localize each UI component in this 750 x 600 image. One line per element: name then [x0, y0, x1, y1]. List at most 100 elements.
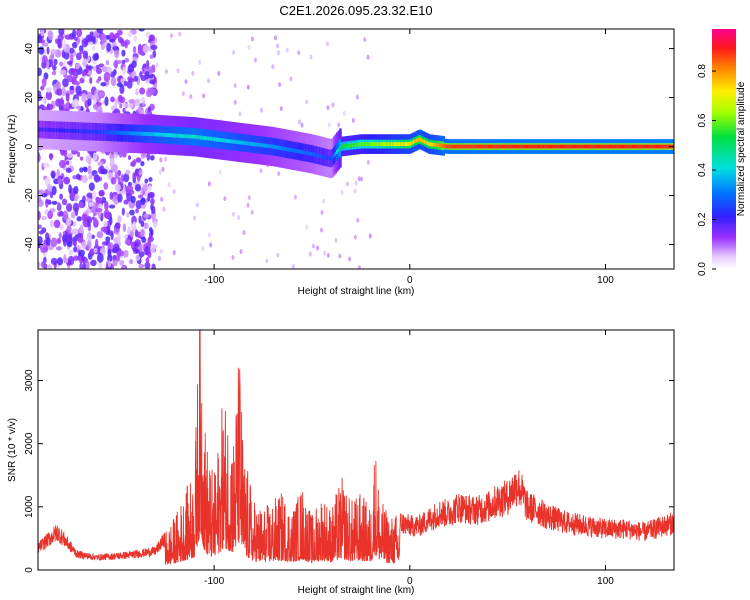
- band-cell: [340, 144, 344, 149]
- noise-blob: [123, 199, 129, 205]
- noise-blob: [271, 64, 275, 70]
- band-cell: [404, 142, 408, 147]
- noise-blob: [127, 155, 132, 161]
- noise-blob: [233, 83, 237, 89]
- noise-blob: [132, 158, 137, 165]
- noise-blob: [38, 210, 41, 221]
- band-cell: [522, 144, 525, 149]
- noise-blob: [260, 107, 264, 113]
- noise-blob: [86, 91, 93, 101]
- noise-blob: [108, 204, 116, 209]
- band-cell: [166, 133, 170, 138]
- y-tick-label: -20: [24, 188, 35, 203]
- noise-blob: [104, 96, 109, 107]
- band-cell: [91, 129, 95, 134]
- noise-blob: [291, 264, 295, 269]
- band-cell: [423, 139, 427, 144]
- band-cell: [456, 144, 460, 149]
- noise-blob: [38, 35, 43, 44]
- band-cell: [264, 143, 267, 148]
- noise-blob: [94, 238, 99, 249]
- noise-blob: [81, 213, 88, 222]
- noise-blob: [140, 229, 145, 237]
- noise-blob: [360, 176, 364, 182]
- noise-blob: [345, 181, 349, 187]
- noise-blob: [144, 261, 151, 269]
- band-cell: [193, 134, 197, 139]
- noise-blob: [79, 156, 84, 161]
- noise-blob: [139, 71, 143, 78]
- noise-blob: [51, 200, 58, 206]
- band-cell: [420, 138, 424, 143]
- noise-blob: [55, 246, 63, 251]
- noise-blob: [147, 239, 152, 248]
- band-cell: [312, 152, 316, 157]
- band-cell: [118, 130, 122, 135]
- band-cell: [382, 142, 386, 147]
- noise-blob: [57, 201, 61, 210]
- noise-blob: [147, 66, 153, 75]
- noise-blob: [90, 234, 95, 240]
- band-cell: [181, 134, 184, 138]
- noise-blob: [53, 58, 58, 66]
- band-cell: [94, 129, 98, 134]
- band-cell: [553, 144, 557, 149]
- band-cell: [109, 130, 112, 135]
- band-cell: [660, 144, 663, 149]
- band-cell: [334, 151, 338, 156]
- noise-blob: [38, 105, 42, 110]
- noise-blob: [41, 77, 47, 88]
- band-cell: [365, 142, 369, 147]
- band-cell: [300, 149, 303, 154]
- band-cell: [87, 129, 90, 134]
- noise-blob: [101, 65, 107, 73]
- band-cell: [644, 144, 648, 149]
- band-cell: [400, 142, 403, 147]
- band-cell: [429, 142, 433, 147]
- noise-blob: [147, 106, 151, 113]
- band-cell: [436, 143, 439, 148]
- noise-blob: [119, 260, 125, 266]
- noise-blob: [366, 54, 370, 60]
- band-cell: [642, 144, 646, 149]
- band-cell: [600, 144, 604, 149]
- noise-blob: [289, 76, 293, 82]
- noise-blob: [277, 171, 281, 177]
- noise-blob: [124, 57, 130, 63]
- noise-blob: [109, 191, 113, 200]
- noise-blob: [81, 92, 87, 103]
- noise-blob: [139, 244, 143, 253]
- noise-blob: [49, 219, 54, 228]
- noise-blob: [38, 230, 44, 235]
- band-cell: [512, 144, 516, 149]
- noise-blob: [123, 249, 129, 258]
- band-cell: [185, 134, 189, 139]
- band-cell: [123, 131, 126, 135]
- band-cell: [141, 131, 145, 136]
- band-cell: [315, 153, 319, 158]
- noise-blob: [103, 182, 109, 190]
- noise-blob: [67, 255, 75, 266]
- noise-blob: [59, 224, 65, 231]
- noise-blob: [354, 180, 358, 186]
- band-cell: [238, 140, 242, 145]
- noise-blob: [57, 177, 63, 186]
- band-cell: [79, 129, 82, 134]
- noise-blob: [104, 201, 109, 211]
- band-cell: [545, 144, 549, 149]
- noise-blob: [161, 166, 165, 172]
- band-cell: [168, 133, 172, 138]
- noise-blob: [93, 217, 98, 225]
- noise-blob: [157, 256, 161, 262]
- band-cell: [74, 129, 78, 133]
- noise-blob: [50, 257, 58, 266]
- band-cell: [148, 132, 151, 137]
- band-cell: [516, 144, 519, 149]
- band-cell: [594, 144, 597, 149]
- noise-blob: [184, 79, 188, 85]
- noise-blob: [148, 226, 153, 233]
- band-cell: [445, 144, 449, 149]
- noise-blob: [112, 259, 118, 267]
- noise-blob: [320, 209, 324, 215]
- band-cell: [220, 138, 223, 143]
